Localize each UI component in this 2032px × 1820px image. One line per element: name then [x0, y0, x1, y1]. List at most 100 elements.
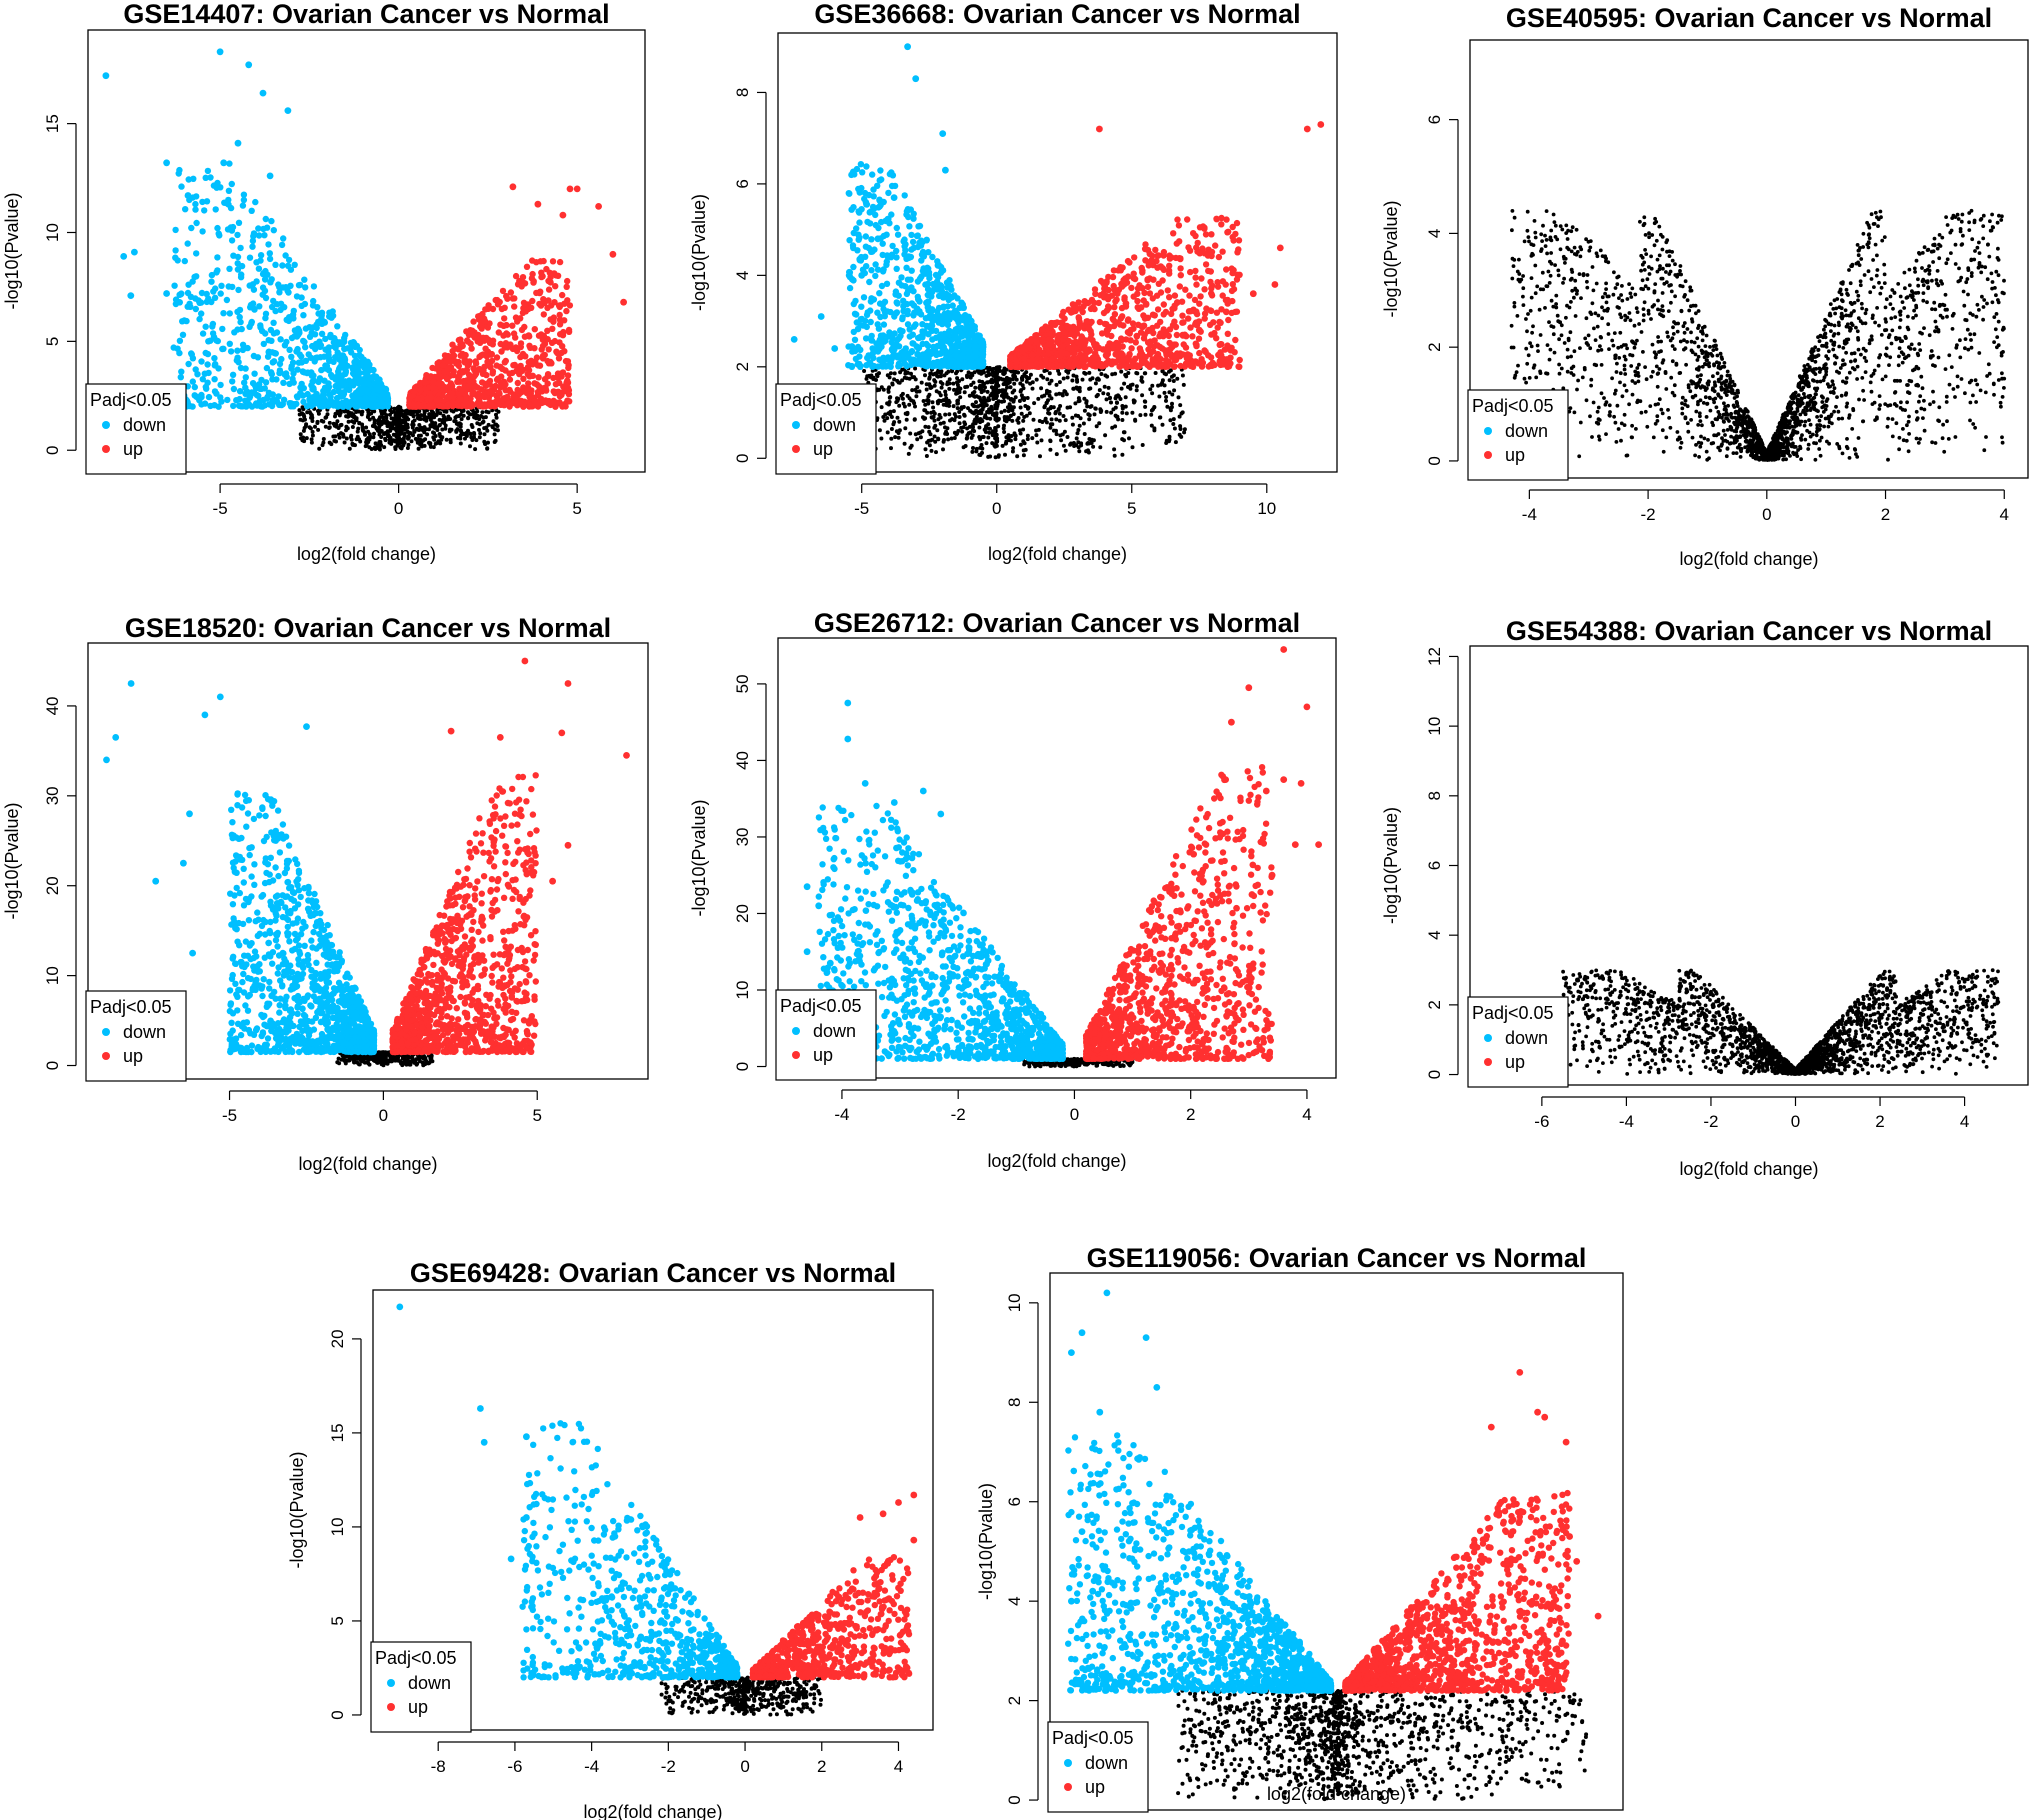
down-point [379, 384, 386, 391]
down-point [868, 236, 875, 243]
ns-point [1178, 403, 1183, 408]
ns-point [1101, 391, 1106, 396]
ns-point [459, 417, 464, 422]
ns-point [342, 440, 347, 445]
ns-point [452, 419, 457, 424]
up-point [509, 399, 517, 407]
ns-point [960, 377, 965, 382]
down-point [310, 283, 318, 290]
ns-point [419, 441, 424, 446]
down-point [914, 278, 922, 285]
ns-point [1082, 432, 1087, 436]
down-point [127, 292, 135, 299]
down-point [246, 254, 254, 261]
down-point [237, 244, 244, 252]
up-point [1166, 294, 1173, 301]
down-point [250, 352, 258, 360]
ns-point [350, 419, 355, 424]
legend-item-up: up [123, 439, 143, 459]
up-point [1166, 262, 1173, 269]
down-point [958, 299, 965, 306]
ns-point [386, 434, 390, 439]
down-point [869, 296, 876, 303]
up-point [450, 371, 457, 379]
ns-point [1142, 371, 1147, 376]
ns-point [1082, 408, 1087, 413]
ns-point [346, 419, 351, 424]
down-point [184, 192, 192, 199]
down-point [102, 72, 110, 80]
ns-point [974, 400, 978, 405]
down-point [893, 309, 901, 316]
ns-point [977, 452, 982, 457]
ns-point [1157, 394, 1162, 399]
down-point [217, 290, 224, 297]
ns-point [397, 429, 401, 434]
ns-point [1143, 404, 1148, 409]
ns-point [1048, 422, 1053, 427]
ns-point [1148, 387, 1153, 392]
ns-point [926, 425, 931, 430]
down-point [921, 362, 929, 369]
down-point [894, 231, 902, 238]
up-point [566, 302, 574, 309]
ns-point [1149, 412, 1154, 417]
down-point [343, 386, 350, 393]
down-point [214, 224, 221, 232]
down-point [919, 332, 926, 340]
down-point [248, 318, 255, 326]
down-point [265, 348, 273, 355]
down-point [869, 350, 876, 357]
up-point [506, 376, 514, 383]
ns-point [1005, 405, 1010, 410]
down-point [330, 339, 337, 346]
ns-point [1106, 392, 1111, 397]
ns-point [961, 405, 966, 409]
down-point [252, 385, 260, 392]
ns-point [317, 446, 322, 451]
up-point [538, 273, 545, 281]
up-point [476, 339, 484, 346]
ns-point [355, 429, 360, 434]
ns-point [358, 439, 363, 444]
ns-point [1019, 393, 1024, 398]
down-point [879, 240, 886, 247]
ns-point [941, 420, 946, 425]
up-point [449, 341, 456, 348]
ns-point [1044, 391, 1049, 395]
down-point [884, 253, 891, 260]
volcano-panel-1: GSE14407: Ovarian Cancer vs Normal-5 0 505… [2, 0, 646, 564]
down-point [933, 278, 941, 285]
ns-point [1094, 424, 1099, 429]
down-point [241, 379, 248, 386]
down-point [198, 358, 205, 365]
down-point [911, 309, 918, 316]
ns-point [486, 422, 491, 427]
ns-point [431, 410, 436, 415]
up-point [1139, 267, 1146, 274]
legend-item-down: down [123, 415, 166, 435]
down-point [929, 336, 936, 343]
ns-point [994, 380, 999, 384]
down-point [181, 257, 188, 265]
up-point [462, 398, 469, 406]
down-point [332, 401, 339, 409]
ns-point [1011, 399, 1016, 404]
ns-point [987, 398, 992, 402]
down-point [278, 355, 285, 363]
ns-point [1047, 371, 1052, 376]
down-point [312, 354, 320, 362]
down-point [336, 339, 344, 346]
ns-point [1024, 370, 1029, 375]
down-point [234, 308, 241, 315]
up-point [458, 387, 465, 394]
down-point [959, 304, 966, 311]
down-point [940, 344, 947, 351]
ns-point [908, 445, 913, 450]
ns-point [1122, 438, 1126, 443]
down-point [204, 167, 212, 175]
down-point [264, 353, 272, 360]
ns-point [1009, 369, 1014, 374]
down-point [979, 347, 986, 354]
down-point [875, 204, 882, 211]
